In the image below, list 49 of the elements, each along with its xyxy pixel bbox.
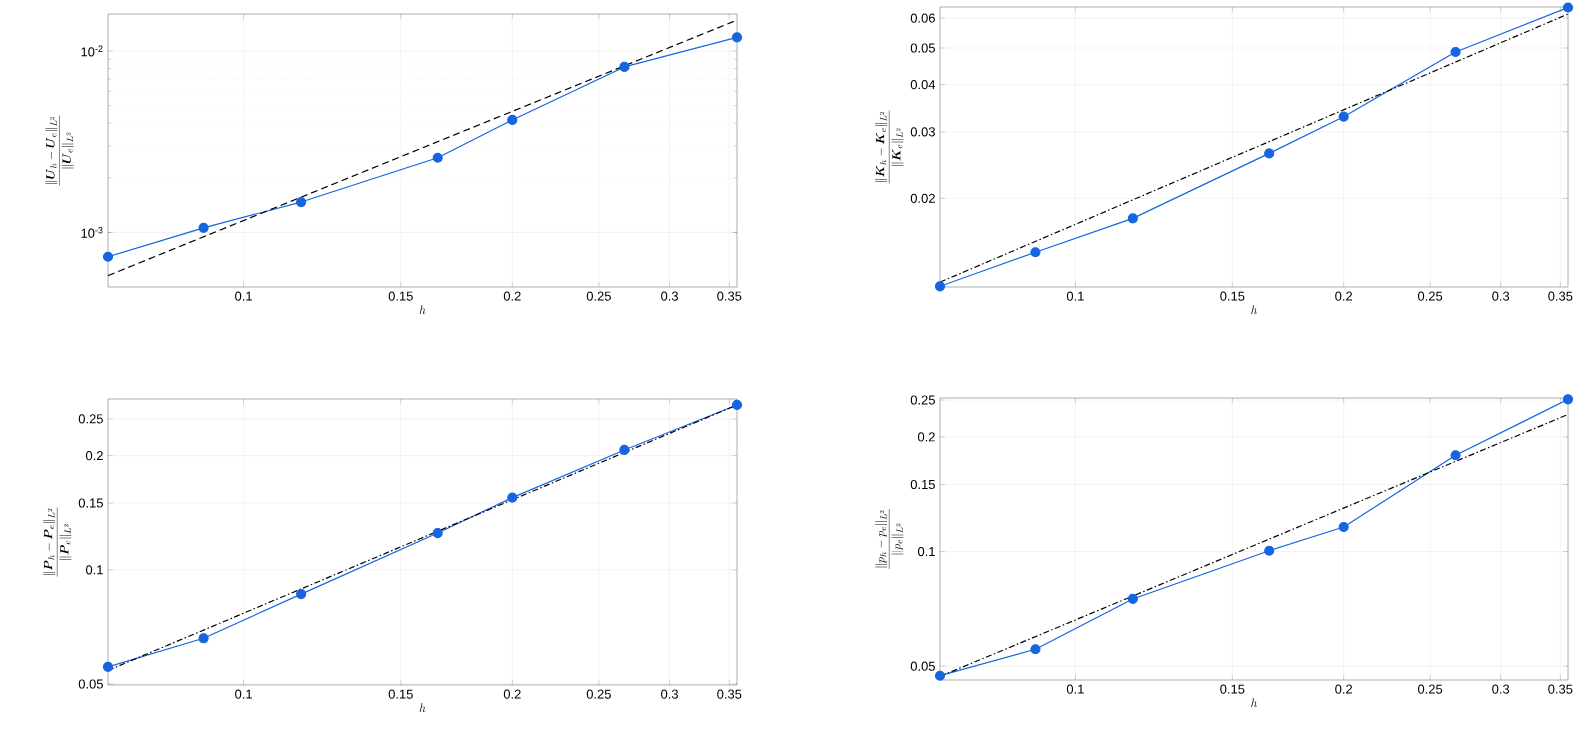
x-tick-label: 0.1 (1066, 291, 1084, 301)
y-tick-label: 0.05 (78, 679, 103, 689)
x-tick-label: 0.1 (1066, 684, 1084, 694)
y-tick-label: 0.05 (910, 661, 935, 671)
y-tick-label: 0.15 (78, 498, 103, 508)
y-tick-label: 0.06 (910, 13, 935, 23)
y-axis-title: $\frac{\|\boldsymbol{P}_h-\boldsymbol{P}_e\|_{L^2}}{\|\boldsymbol{P}_e\|_{L^2}}$ (43, 507, 72, 577)
x-axis-title: $h$ (1251, 698, 1258, 707)
y-tick-label: 0.02 (910, 193, 935, 203)
y-tick-label: 0.25 (910, 395, 935, 405)
x-tick-label: 0.3 (1492, 291, 1510, 301)
y-tick-label: 0.2 (917, 432, 935, 442)
x-tick-label: 0.35 (1548, 684, 1573, 694)
y-axis-title: $\frac{\|\boldsymbol{U}_h-\boldsymbol{U}_e\|_{L^2}}{\|\boldsymbol{U}_e\|_{L^2}}$ (45, 115, 74, 186)
x-tick-label: 0.2 (503, 689, 521, 699)
y-axis-title: $\frac{\|p_h-p_e\|_{L^2}}{\|p_e\|_{L^2}}$ (875, 509, 904, 569)
y-tick-label: 0.03 (910, 127, 935, 137)
x-tick-label: 0.1 (235, 291, 252, 301)
x-tick-label: 0.3 (661, 689, 678, 699)
x-tick-label: 0.2 (1335, 291, 1353, 301)
y-tick-label: 0.1 (85, 565, 103, 575)
x-tick-label: 0.2 (503, 291, 521, 301)
x-tick-label: 0.15 (1220, 291, 1245, 301)
x-tick-label: 0.25 (586, 689, 611, 699)
x-tick-label: 0.35 (717, 291, 742, 301)
y-tick-label: 0.15 (910, 479, 935, 490)
y-tick-label: 0.2 (85, 451, 103, 461)
y-tick-label: 0.25 (78, 414, 103, 424)
y-tick-label: 10$^{-2}$ (81, 45, 103, 57)
x-tick-label: 0.25 (1417, 684, 1443, 694)
x-tick-label: 0.35 (1548, 291, 1573, 301)
x-axis-title: $h$ (419, 703, 426, 712)
x-tick-label: 0.25 (1417, 291, 1443, 301)
y-axis-title: $\frac{\|\boldsymbol{K}_h-\boldsymbol{K}_e\|_{L^2}}{\|\boldsymbol{K}_e\|_{L^2}}$ (875, 110, 904, 184)
x-tick-label: 0.2 (1335, 684, 1353, 694)
y-tick-label: 0.05 (910, 43, 935, 53)
x-axis-title: $h$ (419, 305, 426, 314)
x-tick-label: 0.3 (661, 291, 678, 301)
x-tick-label: 0.15 (388, 291, 413, 301)
x-tick-label: 0.25 (586, 291, 611, 301)
x-tick-label: 0.15 (388, 689, 413, 699)
x-tick-label: 0.15 (1220, 684, 1245, 694)
y-tick-label: 10$^{-3}$ (81, 227, 103, 238)
x-tick-label: 0.1 (235, 689, 252, 699)
x-tick-label: 0.35 (717, 689, 742, 699)
x-axis-title: $h$ (1251, 305, 1258, 314)
x-tick-label: 0.3 (1492, 684, 1510, 694)
y-tick-label: 0.04 (910, 80, 936, 90)
y-tick-label: 0.1 (917, 546, 935, 557)
